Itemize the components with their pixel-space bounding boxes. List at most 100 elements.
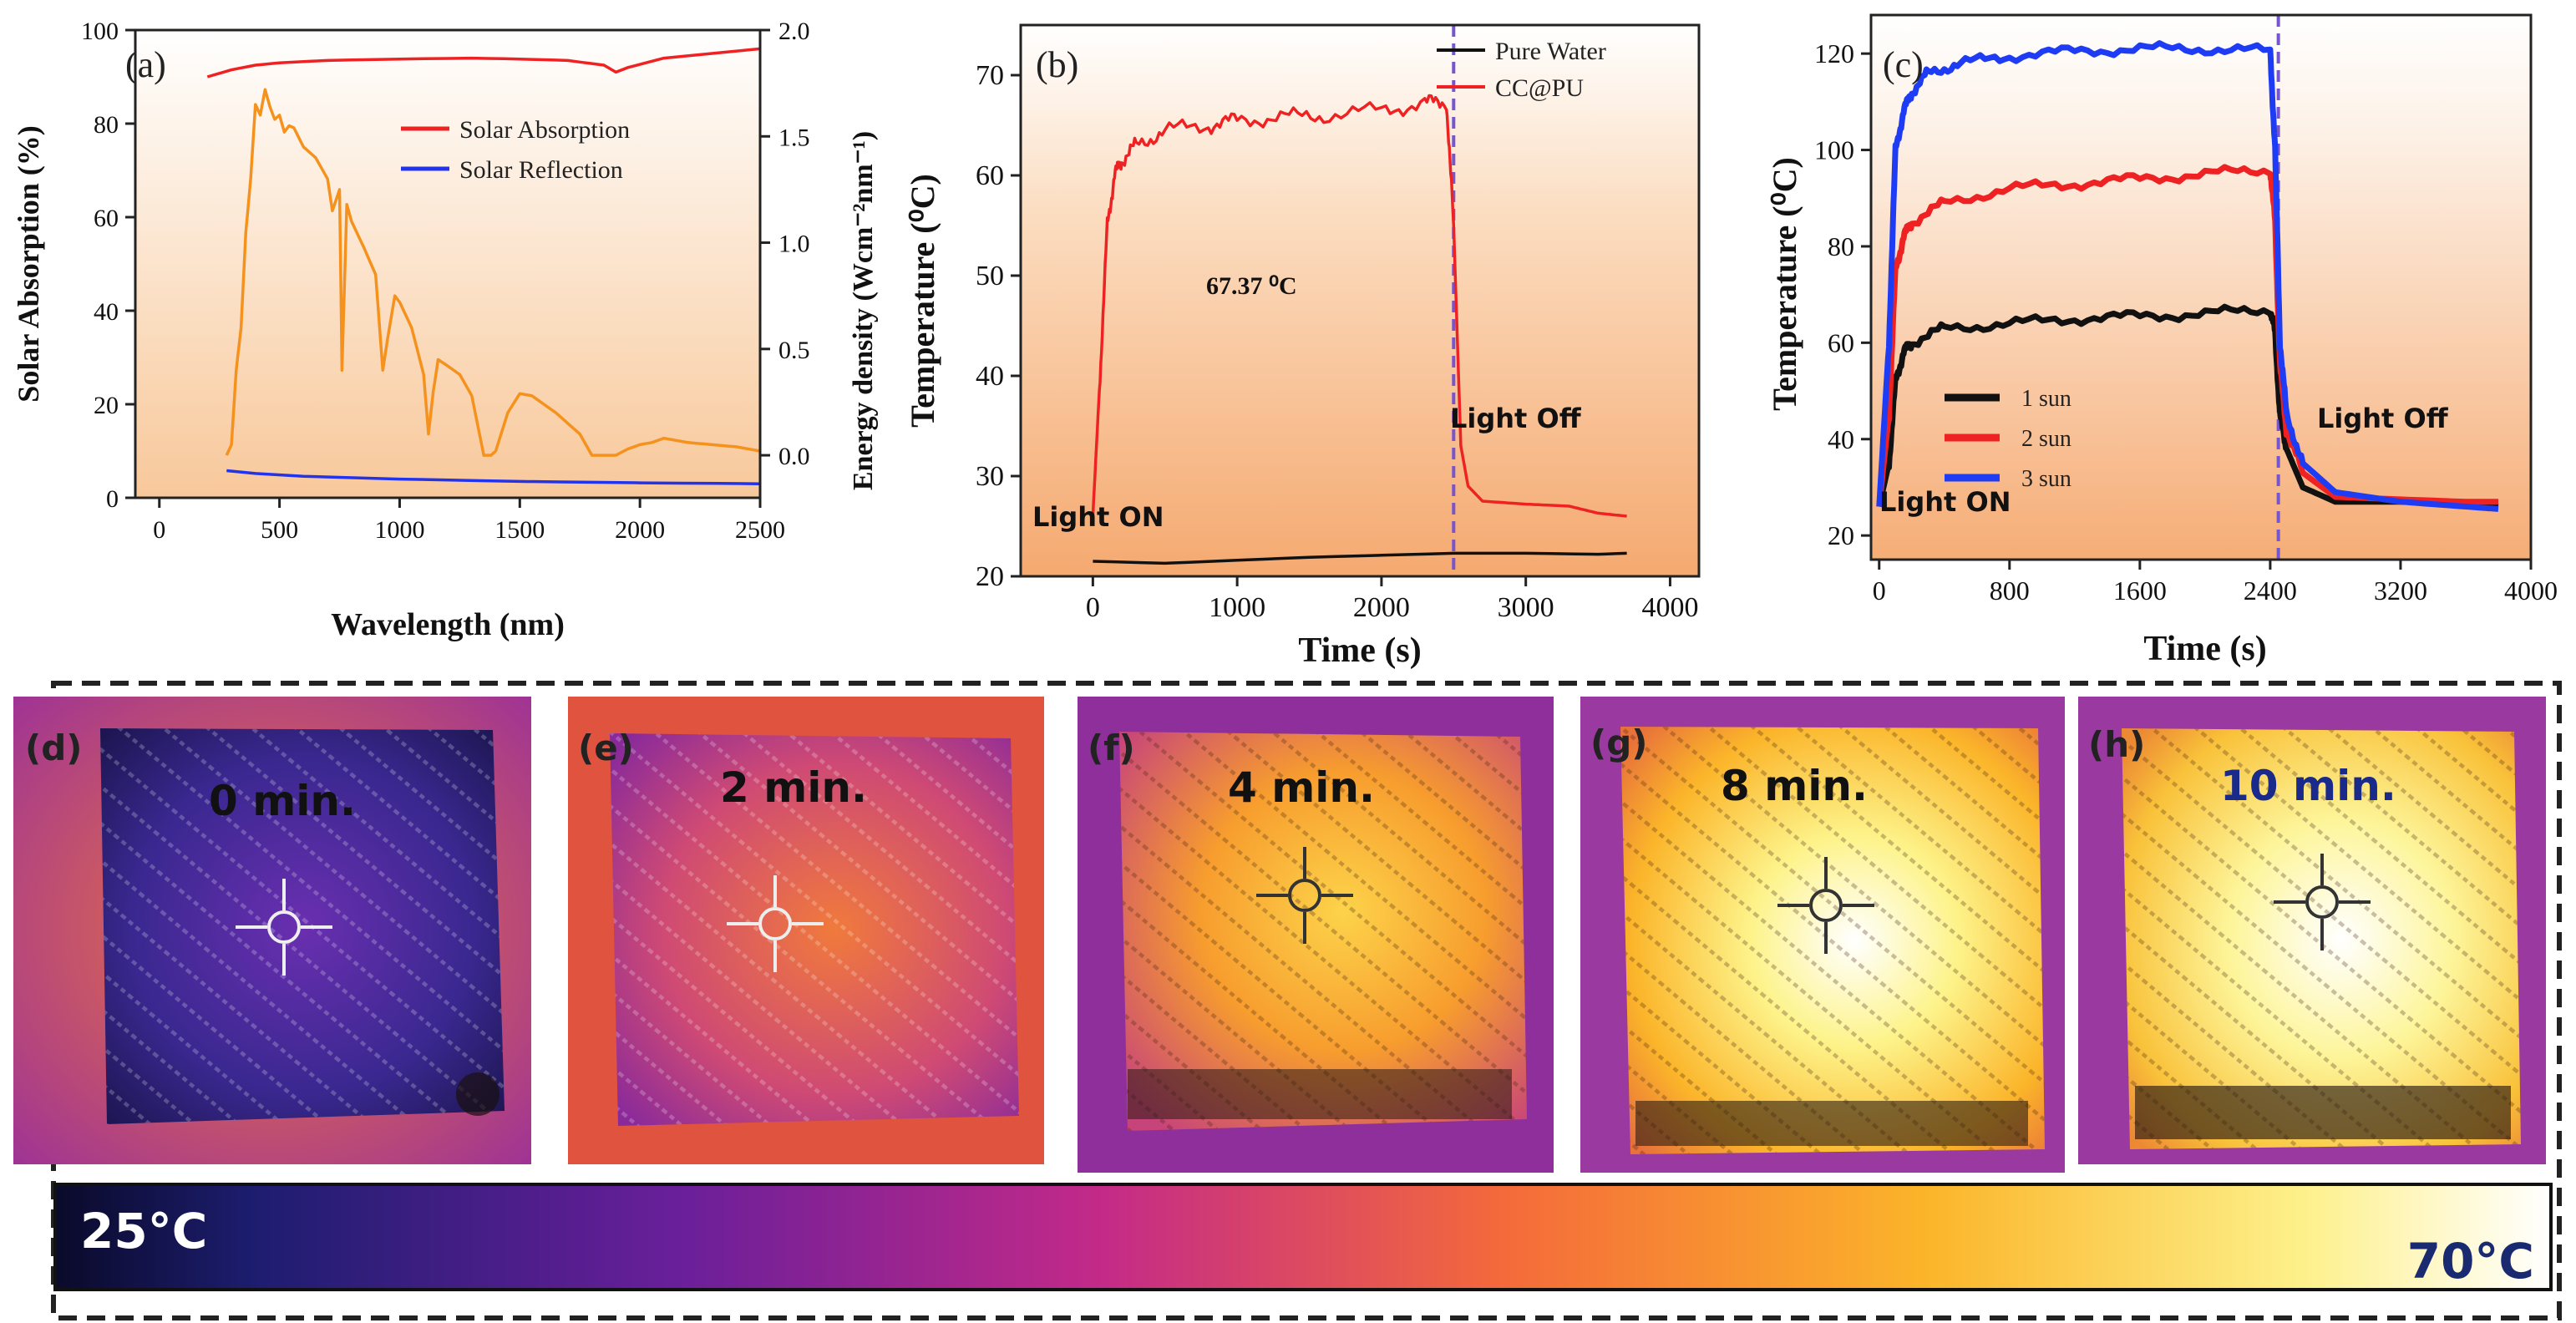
- y-tick-label: 20: [976, 561, 1004, 592]
- panel-a-frame: [134, 28, 762, 499]
- x-tick-label: 2000: [1353, 592, 1410, 623]
- y-tick-label: 50: [976, 261, 1004, 291]
- sample-texture-g: [1620, 727, 2045, 1154]
- thermal-label-e: (e): [578, 727, 634, 768]
- series-solar-reflection: [226, 469, 761, 485]
- y-tick-label: 80: [94, 111, 119, 139]
- y-tick-label: 20: [94, 392, 119, 419]
- panel-a-label: (a): [125, 44, 166, 85]
- y-tick-label: 20: [1828, 520, 1854, 550]
- sample-texture-e: [610, 733, 1019, 1126]
- crosshair-icon: [727, 875, 824, 972]
- series-3-sun: [1876, 40, 2499, 512]
- panel-a-xlabel: Wavelength (nm): [331, 607, 565, 642]
- thermal-label-f: (f): [1088, 727, 1135, 768]
- panel-c: 0 800 1600 2400 3200 4000 20 40 60 80 100 120 (c) 1…: [1766, 13, 2558, 668]
- thermal-label-g: (g): [1590, 722, 1647, 763]
- thermal-section: (d) 0 min. (e) 2 min. (f) 4 min.: [13, 681, 2562, 1320]
- panel-b-ylabel: Temperature (⁰C): [904, 174, 941, 428]
- thermal-image-h: (h) 10 min.: [2078, 697, 2546, 1164]
- panel-b-xlabel: Time (s): [1298, 631, 1421, 670]
- y2-tick-label: 1.5: [778, 124, 810, 151]
- x-tick-label: 1600: [2113, 575, 2167, 606]
- thermal-time-d: 0 min.: [209, 777, 356, 825]
- crosshair-icon: [1256, 847, 1353, 944]
- panel-c-ylabel: Temperature (⁰C): [1766, 157, 1803, 411]
- panel-b-background: [1021, 25, 1699, 576]
- crosshair-icon: [236, 879, 332, 976]
- thermal-label-d: (d): [25, 727, 82, 768]
- x-tick-label: 1000: [374, 516, 424, 544]
- scale-max-label: 70°C: [2407, 1233, 2534, 1290]
- light-off-annotation-c: Light Off: [2317, 403, 2449, 434]
- x-tick-label: 0: [1873, 575, 1886, 606]
- series-1-sun: [1876, 303, 2499, 509]
- panel-a: 0 500 1000 1500 2000 2500 0 20 40 60 80 100 0.0 0.5 1.…: [12, 18, 879, 642]
- light-off-annotation: Light Off: [1450, 403, 1582, 434]
- dark-corner-d: [456, 1072, 499, 1116]
- scale-gradient: [53, 1183, 2553, 1291]
- dark-edge-f: [1128, 1069, 1512, 1119]
- legend-3-sun: 3 sun: [2021, 466, 2071, 492]
- legend-ccpu: CC@PU: [1495, 74, 1584, 102]
- series-2-sun: [1876, 164, 2498, 507]
- scale-min-label: 25°C: [80, 1203, 207, 1260]
- peak-temperature-annotation: 67.37 ⁰C: [1206, 272, 1297, 300]
- y-tick-label: 60: [976, 160, 1004, 191]
- x-tick-label: 500: [261, 516, 298, 544]
- series-cc-pu: [1091, 94, 1627, 518]
- x-tick-label: 0: [153, 516, 165, 544]
- x-tick-label: 3000: [1498, 592, 1554, 623]
- x-tick-label: 4000: [2504, 575, 2558, 606]
- panel-c-label: (c): [1883, 44, 1924, 85]
- x-tick-label: 2400: [2244, 575, 2297, 606]
- legend-solar-absorption: Solar Absorption: [459, 116, 630, 144]
- sample-texture-f: [1119, 732, 1527, 1131]
- x-tick-label: 4000: [1641, 592, 1698, 623]
- thermal-image-e: (e) 2 min.: [568, 697, 1044, 1164]
- panel-b: 0 1000 2000 3000 4000 20 30 40 50 60 70 (b) Pure W…: [904, 23, 1701, 670]
- legend-pure-water: Pure Water: [1495, 38, 1606, 65]
- light-on-annotation-c: Light ON: [1879, 486, 2011, 518]
- y-tick-label: 40: [94, 298, 119, 326]
- x-tick-label: 1000: [1209, 592, 1265, 623]
- panel-b-label: (b): [1036, 44, 1078, 85]
- thermal-image-f: (f) 4 min.: [1078, 697, 1554, 1173]
- y-tick-label: 60: [1828, 327, 1854, 357]
- panel-b-frame: [1019, 23, 1701, 578]
- x-tick-label: 2500: [735, 516, 785, 544]
- y-tick-label: 40: [976, 361, 1004, 392]
- y-tick-label: 70: [976, 60, 1004, 91]
- thermal-time-h: 10 min.: [2220, 762, 2396, 810]
- panel-c-xlabel: Time (s): [2143, 630, 2266, 668]
- x-tick-label: 0: [1086, 592, 1100, 623]
- series-pure-water: [1093, 551, 1627, 565]
- x-tick-label: 2000: [615, 516, 665, 544]
- panel-a-background: [135, 30, 760, 498]
- dark-edge-h: [2135, 1086, 2511, 1139]
- thermal-time-f: 4 min.: [1228, 763, 1375, 812]
- thermal-image-g: (g) 8 min.: [1580, 697, 2065, 1173]
- y2-tick-label: 0.0: [778, 443, 810, 470]
- y-tick-label: 80: [1828, 231, 1854, 261]
- thermal-label-h: (h): [2088, 724, 2145, 765]
- y-tick-label: 120: [1814, 38, 1854, 68]
- thermal-time-e: 2 min.: [720, 763, 867, 812]
- y-tick-label: 0: [106, 485, 119, 513]
- panel-a-y2label: Energy density (Wcm⁻²nm⁻¹): [848, 131, 879, 490]
- thermal-image-d: (d) 0 min.: [13, 697, 531, 1164]
- crosshair-icon: [2274, 854, 2371, 950]
- y-tick-label: 100: [81, 18, 119, 45]
- dark-edge-g: [1635, 1101, 2028, 1146]
- x-tick-label: 800: [1990, 575, 2030, 606]
- series-solar-spectrum: [225, 88, 761, 457]
- y-tick-label: 30: [976, 461, 1004, 492]
- panel-c-background: [1871, 15, 2531, 560]
- crosshair-icon: [1777, 857, 1874, 954]
- thermal-time-g: 8 min.: [1721, 762, 1868, 810]
- legend-1-sun: 1 sun: [2021, 386, 2071, 412]
- legend-2-sun: 2 sun: [2021, 426, 2071, 452]
- y2-tick-label: 1.0: [778, 231, 810, 258]
- y2-tick-label: 2.0: [778, 18, 810, 45]
- x-tick-label: 3200: [2374, 575, 2427, 606]
